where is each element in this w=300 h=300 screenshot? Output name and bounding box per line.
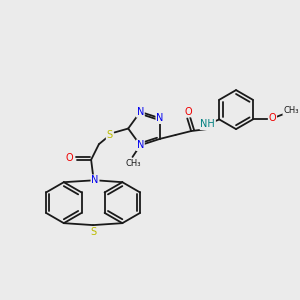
Text: N: N	[136, 107, 144, 117]
Text: O: O	[66, 153, 74, 163]
Text: CH₃: CH₃	[283, 106, 299, 115]
Text: N: N	[156, 113, 164, 123]
Text: NH: NH	[200, 119, 215, 129]
Text: S: S	[106, 130, 113, 140]
Text: S: S	[90, 227, 96, 237]
Text: O: O	[268, 113, 276, 123]
Text: N: N	[136, 140, 144, 150]
Text: O: O	[184, 106, 192, 116]
Text: N: N	[91, 175, 99, 185]
Text: CH₃: CH₃	[126, 159, 141, 168]
